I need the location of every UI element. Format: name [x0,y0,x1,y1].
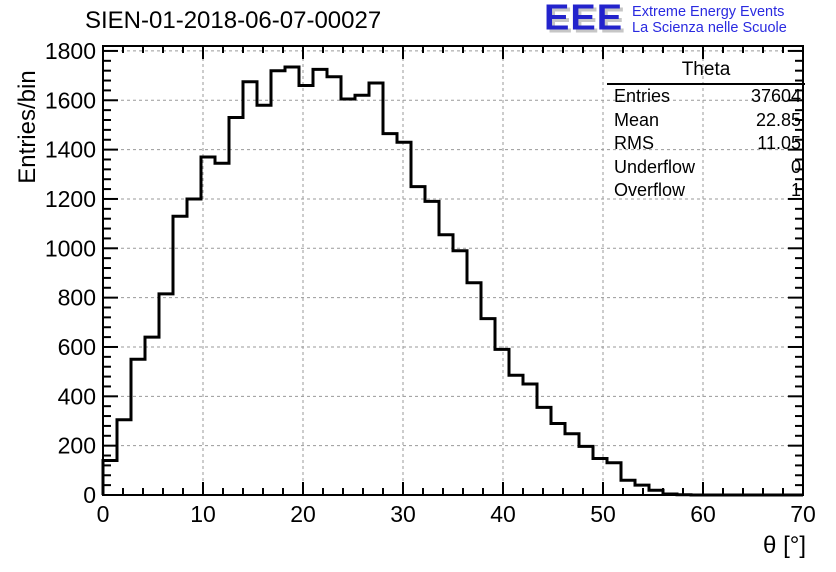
x-tick-label: 70 [790,501,816,527]
stat-row-entries: Entries 37604 [607,85,805,109]
eee-logo-acronym: EEE [544,0,624,38]
plot-title: SIEN-01-2018-06-07-00027 [85,7,382,34]
y-tick-labels: 0 200 400 600 800 1000 1200 1400 1600 1800 [45,38,96,508]
x-tick-label: 30 [390,501,416,527]
y-tick-label: 1400 [45,137,96,163]
stat-value: 22.85 [755,109,801,130]
eee-logo-line1: Extreme Energy Events [632,4,785,20]
y-tick-label: 200 [58,433,96,459]
stat-row-overflow: Overflow 1 [607,179,805,203]
y-tick-label: 1200 [45,186,96,212]
stat-label: Underflow [614,156,696,177]
x-tick-labels: 0 10 20 30 40 50 60 70 [97,501,816,527]
x-axis-title: θ [°] [763,532,806,559]
y-tick-label: 1000 [45,235,96,261]
stat-value: 0 [790,156,801,177]
stat-label: Entries [614,86,671,106]
x-tick-label: 40 [490,501,516,527]
plot-frame [102,45,804,496]
stat-label: Mean [614,109,660,130]
stat-row-underflow: Underflow 0 [607,156,805,180]
y-tick-label: 600 [58,334,96,360]
x-tick-label: 20 [290,501,316,527]
x-tick-label: 0 [97,501,110,527]
stat-row-rms: RMS 11.05 [607,132,805,156]
y-tick-label: 800 [58,285,96,311]
x-tick-label: 50 [590,501,616,527]
y-tick-label: 400 [58,383,96,409]
eee-logo: EEE Extreme Energy Events La Scienza nel… [544,0,787,38]
stat-value: 37604 [750,86,801,106]
stat-row-mean: Mean 22.85 [607,109,805,133]
stat-value: 1 [790,180,801,200]
stat-label: Overflow [614,180,686,200]
y-tick-label: 1800 [45,38,96,64]
x-tick-label: 60 [690,501,716,527]
x-tick-label: 10 [190,501,216,527]
stat-value: 11.05 [757,133,801,153]
stats-title: Theta [607,58,805,85]
eee-logo-text: Extreme Energy Events La Scienza nelle S… [632,4,787,36]
eee-logo-line2: La Scienza nelle Scuole [632,20,787,36]
y-tick-label: 0 [83,482,96,508]
stats-box: Theta Entries 37604 Mean 22.85 RMS 11.05… [607,58,805,203]
axis-ticks [102,46,804,496]
histogram-step-line [101,65,803,497]
stat-label: RMS [614,133,654,153]
y-tick-label: 1600 [45,87,96,113]
